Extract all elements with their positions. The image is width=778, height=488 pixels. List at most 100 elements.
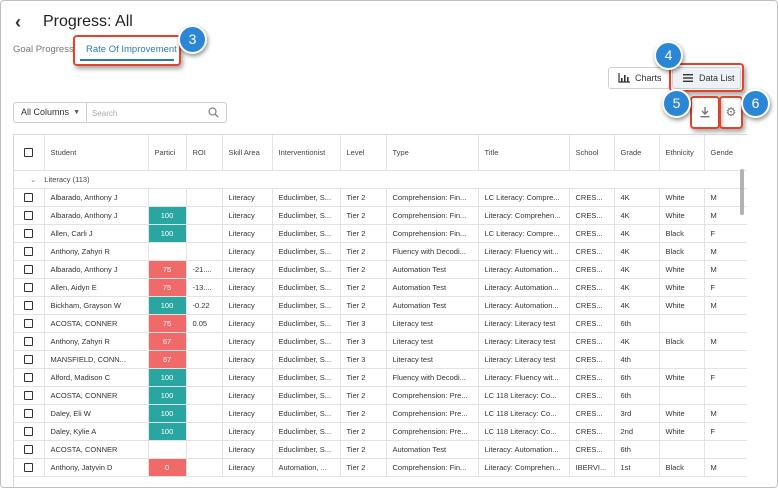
row-checkbox[interactable]: [24, 228, 34, 238]
row-checkbox[interactable]: [24, 246, 34, 256]
search-icon[interactable]: [208, 107, 219, 118]
cell-gender: M: [704, 260, 747, 279]
cell-level: Tier 2: [340, 440, 387, 459]
column-header-skill-area[interactable]: Skill Area: [222, 135, 273, 171]
search-box[interactable]: [87, 102, 227, 123]
column-filter-select[interactable]: All Columns ▼: [13, 102, 87, 123]
cell-ethnicity: [659, 314, 705, 333]
column-header-student[interactable]: Student: [44, 135, 149, 171]
row-checkbox[interactable]: [24, 210, 34, 220]
row-select-cell[interactable]: [14, 458, 45, 477]
cell-ethnicity: White: [659, 404, 705, 423]
table-row[interactable]: Daley, Kylie A 100 Literacy Educlimber, S..…: [14, 422, 747, 441]
row-select-cell[interactable]: [14, 350, 45, 369]
row-checkbox[interactable]: [24, 192, 34, 202]
column-header-level[interactable]: Level: [340, 135, 387, 171]
column-header-interventionist[interactable]: Interventionist: [272, 135, 341, 171]
table-row[interactable]: ACOSTA, CONNER 100 Literacy Educlimber, S..…: [14, 386, 747, 405]
table-row[interactable]: ACOSTA, CONNER 75 0.05 Literacy Educlimber, …: [14, 314, 747, 333]
row-select-cell[interactable]: [14, 242, 45, 261]
row-select-cell[interactable]: [14, 206, 45, 225]
row-checkbox[interactable]: [24, 354, 34, 364]
cell-level: Tier 2: [340, 422, 387, 441]
cell-interventionist: Educlimber, S...: [272, 260, 341, 279]
column-header-grade[interactable]: Grade: [614, 135, 660, 171]
row-select-cell[interactable]: [14, 278, 45, 297]
table-row[interactable]: ACOSTA, CONNER Literacy Educlimber, S... Ti…: [14, 440, 747, 459]
row-checkbox[interactable]: [24, 462, 34, 472]
row-select-cell[interactable]: [14, 296, 45, 315]
row-select-cell[interactable]: [14, 260, 45, 279]
page-title: Progress: All: [43, 13, 133, 30]
group-header-cell[interactable]: ⌄ Literacy (113): [14, 170, 747, 189]
chevron-left-icon[interactable]: ‹: [15, 12, 21, 32]
group-row[interactable]: ⌄ Literacy (113): [14, 170, 747, 189]
row-checkbox[interactable]: [24, 282, 34, 292]
table-row[interactable]: Bickham, Grayson W 100 -0.22 Literacy Educli…: [14, 296, 747, 315]
select-all-cell[interactable]: [14, 135, 45, 171]
row-checkbox[interactable]: [24, 408, 34, 418]
vertical-scrollbar[interactable]: [738, 167, 746, 487]
table-row[interactable]: Allen, Carli J 100 Literacy Educlimber, S..…: [14, 224, 747, 243]
table-row[interactable]: Allen, Aidyn E 75 -13.... Literacy Educlimbe…: [14, 278, 747, 297]
column-header-participation[interactable]: Partici: [148, 135, 187, 171]
cell-school: CRES...: [569, 350, 615, 369]
row-select-cell[interactable]: [14, 224, 45, 243]
chevron-down-icon[interactable]: ⌄: [30, 174, 37, 184]
row-select-cell[interactable]: [14, 332, 45, 351]
row-select-cell[interactable]: [14, 188, 45, 207]
row-checkbox[interactable]: [24, 444, 34, 454]
table-row[interactable]: Albarado, Anthony J 75 -21.... Literacy Educ…: [14, 260, 747, 279]
row-select-cell[interactable]: [14, 368, 45, 387]
cell-interventionist: Educlimber, S...: [272, 278, 341, 297]
cell-ethnicity: White: [659, 296, 705, 315]
row-checkbox[interactable]: [24, 372, 34, 382]
table-row[interactable]: Daley, Eli W 100 Literacy Educlimber, S... T…: [14, 404, 747, 423]
column-header-type[interactable]: Type: [386, 135, 479, 171]
cell-skill-area: Literacy: [222, 296, 273, 315]
column-header-gender[interactable]: Gende: [704, 135, 747, 171]
row-checkbox[interactable]: [24, 390, 34, 400]
row-select-cell[interactable]: [14, 404, 45, 423]
column-header-ethnicity[interactable]: Ethnicity: [659, 135, 705, 171]
row-checkbox[interactable]: [24, 318, 34, 328]
row-checkbox[interactable]: [24, 336, 34, 346]
search-input[interactable]: [92, 104, 202, 123]
column-header-roi[interactable]: ROI: [186, 135, 223, 171]
table-row[interactable]: Albarado, Anthony J Literacy Educlimber, S…: [14, 188, 747, 207]
table-row[interactable]: Anthony, Jatyvin D 0 Literacy Automation, .…: [14, 458, 747, 477]
cell-gender: M: [704, 206, 747, 225]
download-icon[interactable]: [695, 101, 715, 123]
cell-type: Comprehension: Fin...: [386, 224, 479, 243]
cell-gender: M: [704, 242, 747, 261]
cell-type: Comprehension: Fin...: [386, 206, 479, 225]
cell-level: Tier 2: [340, 404, 387, 423]
row-select-cell[interactable]: [14, 440, 45, 459]
data-list-button[interactable]: Data List: [672, 67, 741, 89]
row-select-cell[interactable]: [14, 314, 45, 333]
table-row[interactable]: Alford, Madison C 100 Literacy Educlimber, …: [14, 368, 747, 387]
select-all-checkbox[interactable]: [24, 148, 34, 157]
cell-participation: 100: [148, 368, 187, 387]
column-header-school[interactable]: School: [569, 135, 615, 171]
table-row[interactable]: Anthony, Zahyri R 67 Literacy Educlimber, S…: [14, 332, 747, 351]
row-select-cell[interactable]: [14, 386, 45, 405]
scrollbar-thumb[interactable]: [740, 169, 744, 215]
cell-gender: [704, 314, 747, 333]
cell-level: Tier 2: [340, 188, 387, 207]
row-select-cell[interactable]: [14, 422, 45, 441]
cell-title: Literacy: Automation...: [478, 278, 570, 297]
cell-title: Literacy: Comprehen...: [478, 206, 570, 225]
row-checkbox[interactable]: [24, 426, 34, 436]
row-checkbox[interactable]: [24, 300, 34, 310]
table-row[interactable]: Anthony, Zahyri R Literacy Educlimber, S..…: [14, 242, 747, 261]
tab-goal-progress[interactable]: Goal Progress: [13, 44, 74, 55]
cell-participation: 75: [148, 314, 187, 333]
gear-icon[interactable]: ⚙: [725, 105, 737, 119]
row-checkbox[interactable]: [24, 264, 34, 274]
column-header-title[interactable]: Title: [478, 135, 570, 171]
table-row[interactable]: Albarado, Anthony J 100 Literacy Educlimber…: [14, 206, 747, 225]
charts-button[interactable]: Charts: [608, 67, 670, 89]
table-row[interactable]: MANSFIELD, CONN... 67 Literacy Educlimber, …: [14, 350, 747, 369]
tab-rate-of-improvement[interactable]: Rate Of Improvement: [86, 44, 177, 55]
